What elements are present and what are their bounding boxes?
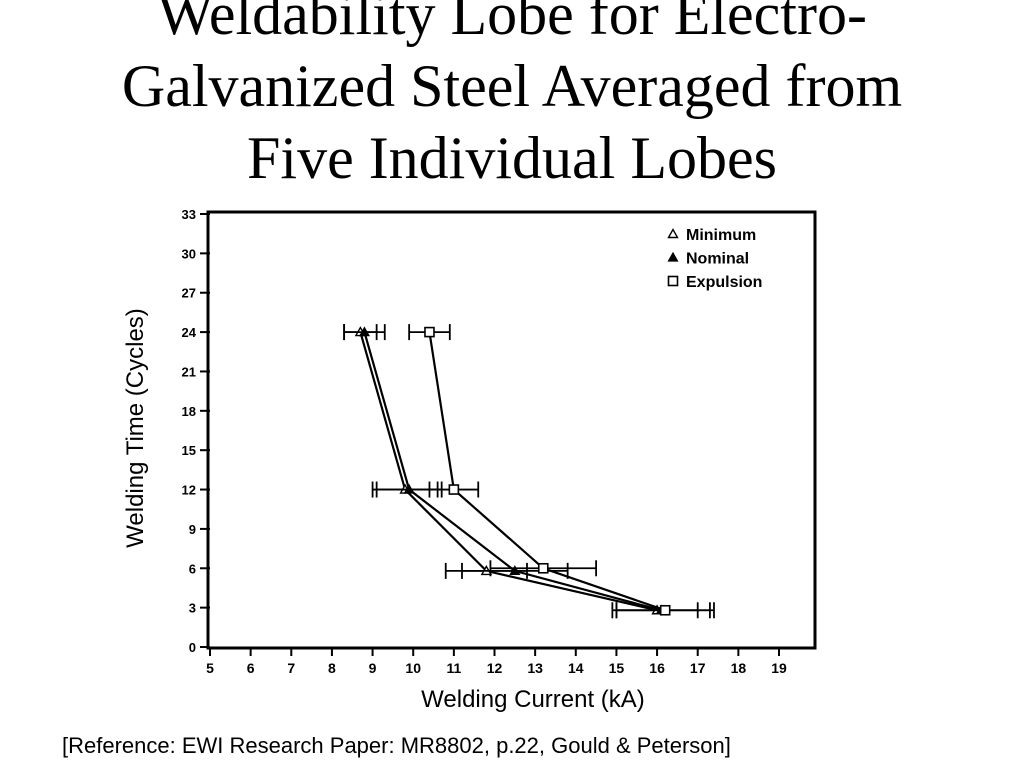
- x-tick-label: 14: [568, 660, 584, 676]
- x-tick-label: 13: [527, 660, 543, 676]
- series-minimum: [343, 324, 699, 619]
- title-line-3: Five Individual Lobes: [247, 125, 777, 191]
- y-tick-label: 15: [182, 443, 196, 458]
- weldability-lobe-chart: 0 3 6 9 12 15 18 21 24 27 30 33 5 6 7 8 9 10 11 12 13 14 15 16…: [122, 207, 817, 713]
- x-tick-label: 9: [369, 660, 377, 676]
- data-point: [403, 483, 415, 494]
- x-tick-label: 17: [690, 660, 706, 676]
- x-tick-label: 6: [247, 660, 255, 676]
- legend-label: Minimum: [686, 227, 756, 244]
- y-tick-label: 27: [182, 286, 196, 301]
- y-tick-label: 18: [182, 404, 196, 419]
- title-line-1: Weldability Lobe for Electro-: [157, 0, 867, 47]
- x-axis-ticks: 5 6 7 8 9 10 11 12 13 14 15 16 17 18 19: [206, 647, 787, 676]
- title-line-2: Galvanized Steel Averaged from: [121, 53, 903, 119]
- data-point: [448, 484, 460, 495]
- x-tick-label: 16: [649, 660, 665, 676]
- y-tick-label: 9: [189, 522, 196, 537]
- y-axis-label: Welding Time (Cycles): [122, 308, 149, 548]
- reference-citation: [Reference: EWI Research Paper: MR8802, …: [62, 733, 731, 758]
- legend-label: Nominal: [686, 251, 749, 268]
- series-line: [428, 331, 666, 612]
- series-expulsion: [408, 324, 715, 619]
- slide-title: Weldability Lobe for Electro- Galvanized…: [0, 0, 1024, 194]
- legend-marker: [667, 251, 679, 262]
- data-point: [424, 326, 435, 338]
- x-tick-label: 12: [487, 660, 503, 676]
- y-tick-label: 24: [182, 325, 197, 340]
- y-tick-label: 12: [182, 483, 196, 498]
- y-axis-ticks: 0 3 6 9 12 15 18 21 24 27 30 33: [182, 207, 210, 655]
- data-point: [358, 326, 370, 337]
- data-point: [537, 562, 549, 574]
- y-tick-label: 33: [182, 207, 196, 222]
- y-tick-label: 30: [182, 246, 196, 261]
- series-line: [363, 331, 662, 612]
- y-tick-label: 3: [189, 601, 196, 616]
- legend-marker: [667, 228, 679, 239]
- x-tick-label: 18: [731, 660, 747, 676]
- plot-frame: [206, 210, 817, 650]
- x-tick-label: 7: [287, 660, 295, 676]
- x-tick-label: 19: [771, 660, 787, 676]
- x-tick-label: 15: [609, 660, 625, 676]
- legend: Minimum Nominal Expulsion: [667, 227, 762, 291]
- x-tick-label: 11: [446, 660, 461, 676]
- legend-label: Expulsion: [686, 274, 762, 291]
- data-point: [509, 565, 521, 575]
- series-line: [359, 331, 658, 612]
- x-tick-label: 8: [328, 660, 336, 676]
- x-tick-label: 5: [206, 660, 214, 676]
- data-point: [659, 604, 671, 616]
- y-tick-label: 0: [189, 640, 196, 655]
- y-tick-label: 6: [189, 561, 196, 576]
- series-layer: [343, 324, 715, 619]
- x-tick-label: 10: [405, 660, 421, 676]
- x-axis-label: Welding Current (kA): [421, 686, 645, 713]
- y-tick-label: 21: [182, 364, 196, 379]
- legend-marker: [667, 275, 679, 287]
